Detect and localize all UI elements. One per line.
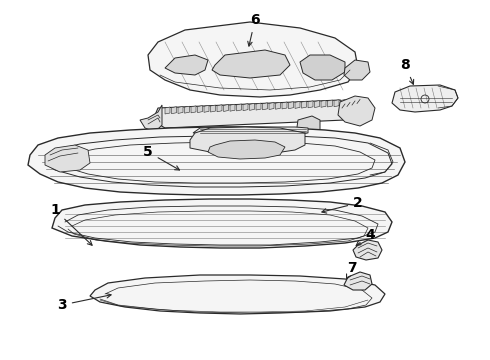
Polygon shape — [90, 275, 385, 314]
Polygon shape — [211, 105, 216, 112]
Polygon shape — [208, 140, 285, 159]
Text: 6: 6 — [248, 13, 260, 46]
Text: 2: 2 — [322, 196, 363, 213]
Polygon shape — [230, 104, 235, 111]
Polygon shape — [341, 99, 345, 107]
Polygon shape — [212, 50, 290, 78]
Polygon shape — [185, 106, 190, 113]
Polygon shape — [269, 103, 274, 109]
Polygon shape — [392, 85, 458, 112]
Polygon shape — [193, 127, 308, 133]
Polygon shape — [249, 103, 254, 111]
Polygon shape — [223, 104, 228, 112]
Polygon shape — [296, 116, 320, 138]
Text: 4: 4 — [356, 228, 375, 246]
Polygon shape — [256, 103, 261, 110]
Polygon shape — [52, 199, 392, 248]
Polygon shape — [334, 100, 339, 107]
Polygon shape — [191, 106, 196, 113]
Polygon shape — [263, 103, 268, 110]
Polygon shape — [295, 102, 300, 108]
Polygon shape — [338, 96, 375, 126]
Polygon shape — [344, 272, 372, 290]
Polygon shape — [204, 105, 209, 112]
Polygon shape — [315, 100, 319, 108]
Polygon shape — [237, 104, 242, 111]
Polygon shape — [327, 100, 333, 107]
Polygon shape — [190, 127, 305, 154]
Polygon shape — [172, 107, 176, 114]
Polygon shape — [140, 105, 162, 132]
Polygon shape — [321, 100, 326, 107]
Polygon shape — [28, 127, 405, 195]
Polygon shape — [301, 101, 307, 108]
Text: 7: 7 — [346, 261, 357, 279]
Polygon shape — [243, 104, 248, 111]
Polygon shape — [289, 102, 294, 109]
Text: 5: 5 — [143, 145, 179, 170]
Polygon shape — [344, 60, 370, 80]
Polygon shape — [45, 145, 90, 172]
Polygon shape — [217, 105, 222, 112]
Polygon shape — [148, 22, 358, 97]
Polygon shape — [300, 55, 345, 80]
Text: 8: 8 — [400, 58, 414, 84]
Polygon shape — [282, 102, 287, 109]
Polygon shape — [197, 105, 202, 113]
Polygon shape — [155, 100, 352, 128]
Polygon shape — [308, 101, 313, 108]
Text: 1: 1 — [50, 203, 92, 245]
Polygon shape — [165, 107, 170, 114]
Polygon shape — [165, 55, 208, 75]
Polygon shape — [178, 107, 183, 113]
Polygon shape — [353, 240, 382, 260]
Polygon shape — [275, 102, 280, 109]
Text: 3: 3 — [57, 293, 111, 312]
